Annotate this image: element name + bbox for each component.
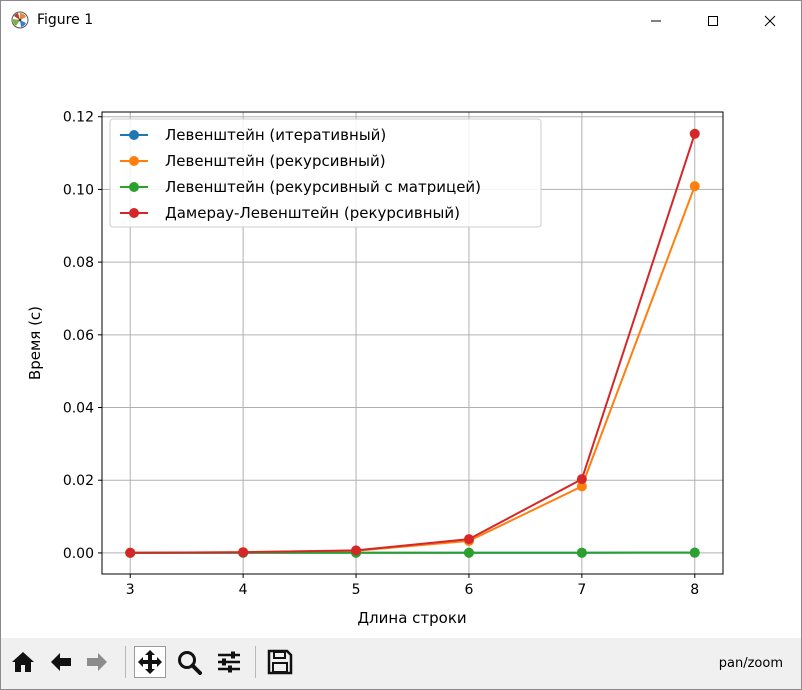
data-point <box>576 481 587 492</box>
data-point <box>125 547 136 558</box>
data-point <box>689 547 700 558</box>
x-axis-label: Длина строки <box>357 609 466 627</box>
x-tick-label: 7 <box>577 582 586 598</box>
y-tick-label: 0.12 <box>63 110 94 126</box>
configure-subplots-button[interactable] <box>213 646 245 678</box>
configure-subplots-icon <box>218 651 240 673</box>
data-point <box>238 547 249 558</box>
figure-canvas[interactable]: 3 4 5 6 7 8 0.00 0.02 0.04 0.06 0.08 0.10 0.12 Длина… <box>1 40 801 638</box>
back-button[interactable] <box>45 646 77 678</box>
y-tick-label: 0.08 <box>63 255 94 271</box>
zoom-icon <box>178 651 202 675</box>
y-tick-label: 0.06 <box>63 328 94 344</box>
x-tick-label: 3 <box>126 582 135 598</box>
forward-button[interactable] <box>81 646 113 678</box>
title-bar[interactable]: Figure 1 <box>1 1 801 40</box>
maximize-icon <box>708 15 718 26</box>
close-button[interactable] <box>747 1 793 40</box>
close-icon <box>764 15 776 26</box>
y-tick-label: 0.02 <box>63 473 94 489</box>
y-tick-label: 0.04 <box>63 401 94 417</box>
matplotlib-logo-icon <box>11 11 29 29</box>
home-button[interactable] <box>7 646 39 678</box>
data-point <box>689 181 700 192</box>
line-chart[interactable]: 3 4 5 6 7 8 0.00 0.02 0.04 0.06 0.08 0.10 0.12 Длина… <box>1 40 801 638</box>
x-tick-label: 4 <box>239 582 248 598</box>
save-button[interactable] <box>264 646 296 678</box>
y-axis-label: Время (с) <box>26 306 44 380</box>
data-point <box>463 534 474 545</box>
data-point <box>463 547 474 558</box>
toolbar-status-text: pan/zoom <box>718 656 783 671</box>
data-point <box>351 545 362 556</box>
y-tick-label: 0.00 <box>63 546 94 562</box>
legend-marker <box>129 156 139 166</box>
legend-marker <box>129 208 139 218</box>
save-icon <box>267 649 293 675</box>
legend-label: Дамерау-Левенштейн (рекурсивный) <box>165 204 460 222</box>
x-tick-label: 5 <box>352 582 361 598</box>
back-icon <box>51 653 71 671</box>
toolbar-separator <box>255 646 256 678</box>
minimize-button[interactable] <box>633 1 679 40</box>
toolbar-separator <box>125 646 126 678</box>
pan-icon <box>138 650 162 674</box>
forward-icon <box>87 653 107 671</box>
legend-marker <box>129 130 139 140</box>
home-icon <box>12 652 34 672</box>
axes-frame <box>101 111 724 575</box>
maximize-button[interactable] <box>690 1 736 40</box>
x-tick-label: 6 <box>464 582 473 598</box>
zoom-button[interactable] <box>173 646 205 678</box>
data-point <box>576 474 587 485</box>
pan-button[interactable] <box>134 646 166 678</box>
legend-box <box>109 118 542 228</box>
minimize-icon <box>651 20 661 21</box>
navigation-toolbar: pan/zoom <box>1 638 801 689</box>
legend-label: Левенштейн (рекурсивный с матрицей) <box>165 178 481 196</box>
y-tick-label: 0.10 <box>63 182 94 198</box>
legend: Левенштейн (итеративный) Левенштейн (реку… <box>109 118 542 228</box>
window-title: Figure 1 <box>37 12 94 28</box>
legend-label: Левенштейн (итеративный) <box>165 126 386 144</box>
legend-label: Левенштейн (рекурсивный) <box>165 152 386 170</box>
x-tick-label: 8 <box>690 582 699 598</box>
legend-marker <box>129 182 139 192</box>
data-point <box>689 128 700 139</box>
data-point <box>576 547 587 558</box>
series-line <box>130 133 696 554</box>
